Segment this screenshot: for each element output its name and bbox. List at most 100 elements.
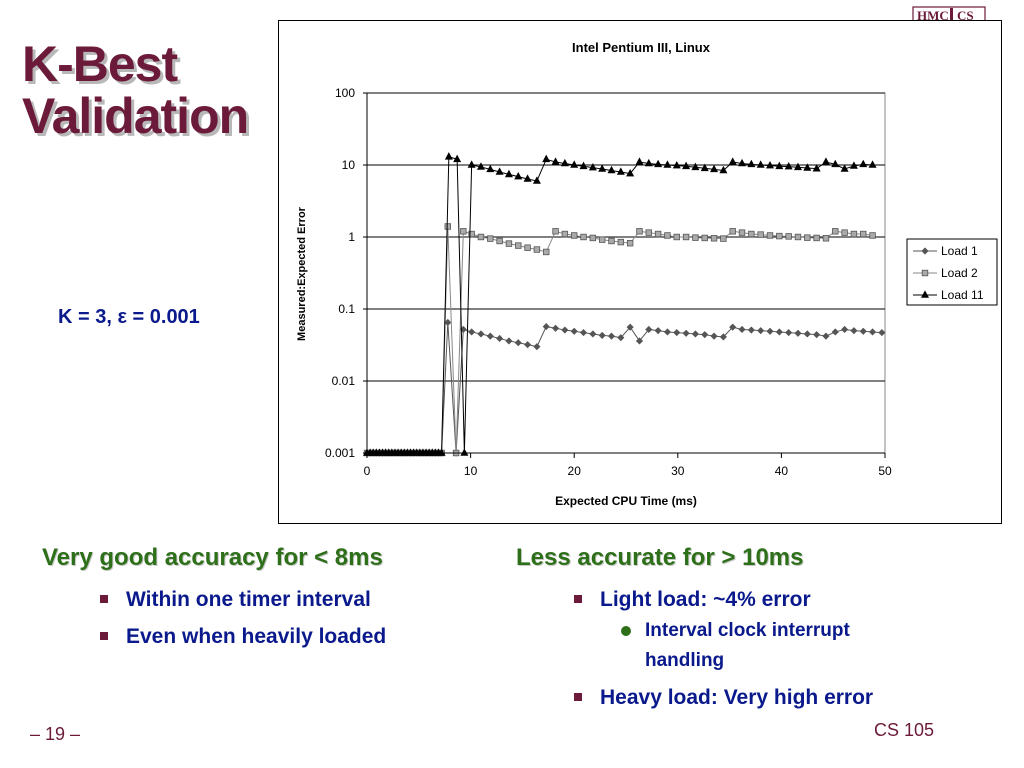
data-point: [580, 233, 587, 241]
data-point: [505, 240, 513, 247]
data-point: [654, 327, 662, 335]
data-point: [514, 339, 522, 347]
right-subbullet-1-text: Interval clock interrupt handling: [645, 620, 850, 671]
data-point: [664, 232, 671, 239]
data-point: [495, 167, 504, 175]
data-point: [617, 334, 625, 342]
legend-item: Load 11: [913, 288, 984, 302]
right-bullet-2: Heavy load: Very high error: [574, 686, 873, 710]
data-point: [710, 332, 718, 340]
data-point: [692, 234, 699, 241]
data-point: [663, 328, 672, 336]
data-point: [505, 337, 513, 345]
data-point: [859, 159, 868, 168]
x-tick-label: 0: [364, 464, 371, 478]
data-point: [841, 229, 848, 236]
data-point: [710, 164, 719, 173]
right-heading: Less accurate for > 10ms: [516, 544, 804, 571]
x-tick-label: 50: [878, 464, 892, 478]
data-point: [729, 323, 737, 331]
data-point: [776, 232, 783, 240]
data-point: [477, 233, 485, 241]
x-tick-label: 20: [568, 464, 582, 478]
data-point: [728, 157, 737, 165]
data-point: [532, 176, 541, 184]
data-point: [617, 238, 625, 246]
data-point: [859, 327, 867, 335]
data-point: [663, 160, 672, 168]
right-bullet-1-text: Light load: ~4% error: [600, 588, 811, 611]
data-point: [720, 235, 727, 242]
data-point: [757, 231, 764, 238]
data-point: [486, 164, 495, 173]
data-point: [869, 328, 877, 336]
data-point: [691, 162, 700, 171]
data-point: [607, 165, 616, 174]
bullet-square-icon: [574, 595, 582, 603]
data-point: [561, 326, 569, 334]
data-point: [794, 329, 802, 337]
data-point: [598, 236, 606, 243]
svg-text:CS: CS: [957, 8, 974, 23]
data-point: [850, 327, 858, 335]
data-point: [654, 159, 663, 168]
chart-frame: Intel Pentium III, Linux Expected CPU Ti…: [278, 20, 1002, 524]
data-point: [804, 234, 811, 241]
data-point: [607, 332, 616, 340]
y-tick-label: 0.001: [325, 446, 355, 460]
y-tick-label: 0.01: [332, 374, 356, 388]
data-point: [729, 228, 736, 235]
data-point: [486, 332, 494, 340]
data-point: [560, 158, 569, 167]
data-point: [542, 323, 550, 331]
data-point: [673, 233, 680, 241]
data-point: [682, 233, 690, 241]
hmc-cs-logo: HMC CS: [912, 6, 986, 24]
chart: Intel Pentium III, Linux Expected CPU Ti…: [296, 40, 998, 508]
data-point: [682, 161, 691, 170]
data-point: [524, 341, 532, 349]
data-point: [841, 325, 849, 334]
data-point: [860, 230, 867, 238]
data-point: [496, 334, 504, 343]
left-bullet-2: Even when heavily loaded: [100, 625, 386, 649]
data-point: [738, 325, 746, 334]
data-point: [437, 448, 446, 456]
left-bullet-1: Within one timer interval: [100, 588, 371, 612]
right-subbullet-1: Interval clock interrupt handling: [621, 616, 905, 676]
course-label: CS 105: [874, 720, 935, 740]
bullet-square-icon: [100, 595, 108, 603]
page-number: – 19 –: [30, 724, 81, 744]
x-tick-label: 30: [671, 464, 685, 478]
data-point: [645, 325, 653, 334]
data-point: [589, 234, 597, 242]
data-point: [700, 163, 709, 172]
x-tick-label: 40: [775, 464, 789, 478]
data-point: [570, 160, 579, 168]
legend-label: Load 1: [941, 244, 978, 258]
data-point: [840, 164, 849, 172]
data-point: [766, 160, 775, 169]
parameter-label: K = 3, ε = 0.001: [58, 306, 200, 328]
data-point: [504, 169, 513, 178]
chart-title: Intel Pentium III, Linux: [572, 40, 711, 55]
data-point: [515, 242, 522, 249]
data-point: [533, 343, 541, 351]
legend-item: Load 2: [913, 266, 978, 280]
data-point: [849, 161, 858, 169]
data-point: [644, 158, 653, 167]
data-point: [785, 329, 793, 337]
data-point: [738, 158, 747, 167]
data-point: [654, 230, 662, 238]
data-point: [710, 235, 718, 242]
data-point: [514, 171, 523, 180]
data-point: [570, 232, 578, 239]
data-point: [551, 324, 560, 332]
slide-title: K-Best Validation: [22, 38, 249, 142]
data-point: [813, 234, 820, 242]
data-point: [682, 329, 690, 337]
data-point: [467, 160, 476, 168]
left-heading: Very good accuracy for < 8ms: [42, 544, 383, 571]
data-point: [626, 168, 635, 177]
data-point: [812, 164, 821, 172]
